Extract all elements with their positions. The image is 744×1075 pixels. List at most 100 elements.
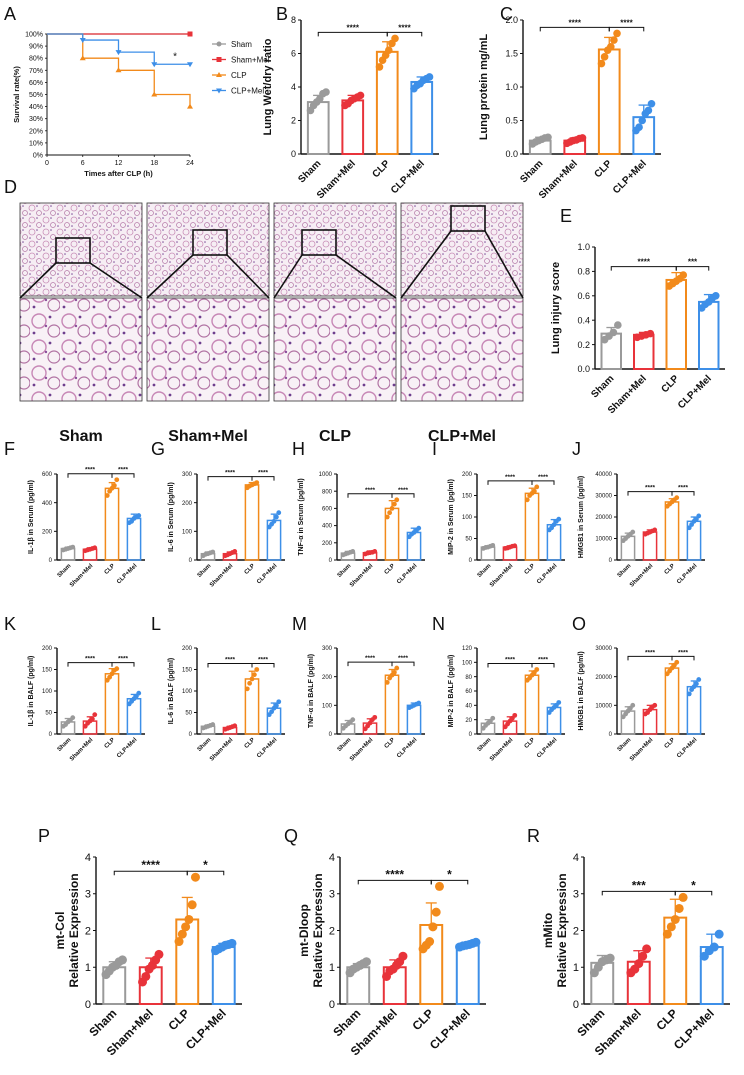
y-tick-label: 300	[322, 646, 333, 652]
data-point	[375, 63, 384, 71]
x-tick-label: CLP	[370, 158, 392, 180]
x-tick-label: CLP	[654, 1006, 681, 1033]
sig-bracket	[67, 473, 113, 478]
sig-label: ****	[225, 657, 236, 664]
bar-CLP+Mel	[698, 300, 720, 370]
data-point	[227, 938, 237, 948]
y-axis-label: mt-Col	[53, 912, 67, 950]
panel-letter-F: F	[4, 439, 15, 459]
data-point	[696, 513, 702, 519]
sig-label: ***	[632, 878, 646, 892]
y-tick-label: 20000	[595, 675, 612, 681]
y-tick-label: 0.4	[577, 315, 590, 325]
panel-letter-O: O	[572, 614, 586, 634]
data-point	[644, 106, 653, 115]
y-tick-label: 20	[465, 718, 472, 724]
data-point	[273, 514, 279, 520]
x-tick-label: Sham+Mel	[349, 737, 375, 763]
y-tick-label: 0	[49, 732, 53, 738]
y-tick-label: 0.8	[577, 267, 590, 277]
y-tick-label: 2.0	[505, 15, 518, 25]
y-tick-label: 20000	[595, 515, 612, 521]
y-axis-label: MIP-2 in Serum (pg/ml)	[448, 479, 455, 555]
sig-bracket	[674, 890, 713, 896]
y-tick-label: 300	[182, 472, 193, 478]
data-point	[384, 514, 390, 520]
y-axis-label: IL-6 in Serum (pg/ml)	[168, 482, 175, 552]
marker	[187, 62, 193, 68]
y-axis-label: Survival rate(%)	[12, 66, 21, 123]
chart-L: 0 50 100 150 200 IL-6 in BALF (pg/ml) ShamSham…	[168, 646, 285, 763]
sig-bracket	[531, 480, 555, 485]
histology-label: Sham	[59, 428, 103, 445]
data-point	[524, 497, 530, 503]
sig-bracket	[608, 26, 645, 32]
sig-label: ****	[118, 656, 129, 663]
sig-bracket	[207, 476, 253, 481]
x-tick-label: Sham	[86, 1006, 119, 1039]
y-tick-label: 0	[329, 558, 333, 564]
micrograph-overview	[146, 202, 270, 297]
y-tick-label: 200	[182, 646, 193, 652]
panel-letter-J: J	[572, 439, 581, 459]
sig-label: ****	[538, 474, 549, 481]
sig-label: *	[691, 878, 696, 892]
sig-bracket	[627, 491, 673, 496]
y-tick-label: 400	[322, 524, 333, 530]
panel-letter-R: R	[527, 826, 540, 846]
legend-marker	[216, 72, 222, 77]
data-point	[512, 543, 518, 549]
y-axis-label: HMGB1 in BALF (pg/ml)	[578, 651, 585, 730]
x-tick-label: Sham	[589, 373, 616, 400]
sig-label: ****	[620, 18, 633, 27]
legend-marker	[216, 88, 222, 94]
x-tick-label: 12	[115, 160, 123, 167]
panel-letter-G: G	[151, 439, 165, 459]
y-tick-label: 0%	[33, 153, 43, 160]
sig-label: ****	[569, 18, 582, 27]
x-tick-label: CLP+Mel	[396, 563, 419, 586]
data-point	[609, 328, 618, 337]
y-axis-label: TNF-α in Serum (pg/ml)	[298, 478, 305, 555]
y-tick-label: 4	[85, 852, 91, 864]
chart-J: 0 10000 20000 30000 40000 HMGB1 in Serum (pg/…	[578, 472, 705, 589]
micrograph-overview	[19, 202, 143, 297]
y-tick-label: 50	[465, 537, 472, 543]
marker	[187, 31, 193, 37]
y-tick-label: 90%	[29, 44, 43, 51]
data-point	[154, 949, 164, 959]
x-tick-label: 18	[150, 160, 158, 167]
data-point	[607, 43, 615, 51]
data-point	[431, 907, 441, 917]
x-tick-label: CLP+Mel	[396, 737, 419, 760]
x-tick-label: CLP+Mel	[116, 737, 139, 760]
data-point	[104, 493, 110, 498]
y-tick-label: 80%	[29, 56, 43, 63]
sig-label: ****	[85, 656, 96, 663]
x-tick-label: CLP	[664, 563, 677, 576]
y-tick-label: 0	[573, 999, 579, 1011]
x-tick-label: 24	[186, 160, 194, 167]
x-tick-label: Sham+Mel	[489, 737, 515, 763]
data-point	[425, 73, 434, 81]
y-axis-label: HMGB1 in Serum (pg/ml)	[578, 476, 585, 558]
x-tick-label: CLP	[524, 563, 537, 576]
sig-bracket	[627, 655, 673, 661]
y-tick-label: 150	[182, 668, 193, 674]
y-tick-label: 0	[189, 732, 193, 738]
data-point	[174, 937, 184, 947]
data-point	[652, 527, 658, 533]
sig-label: ****	[365, 487, 376, 494]
sig-bracket	[67, 662, 113, 667]
y-tick-label: 200	[322, 675, 333, 681]
data-point	[187, 900, 197, 910]
sig-label: ****	[678, 485, 689, 492]
x-tick-label: Sham	[337, 563, 353, 579]
data-point	[666, 922, 676, 932]
data-point	[136, 513, 142, 518]
data-point	[111, 483, 117, 488]
data-point	[670, 914, 680, 924]
data-point	[114, 477, 120, 483]
